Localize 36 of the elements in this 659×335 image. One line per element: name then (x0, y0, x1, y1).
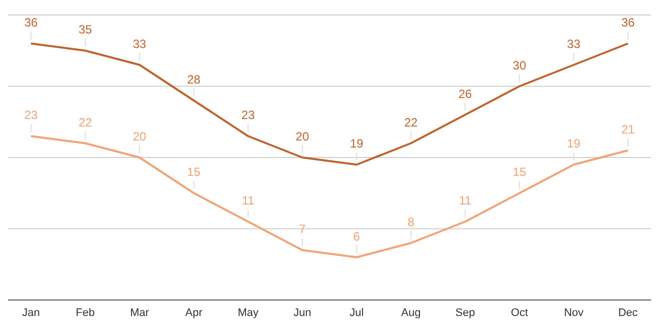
data-label: 19 (350, 136, 364, 151)
x-tick-label: Apr (185, 306, 203, 319)
data-label: 33 (132, 36, 147, 51)
x-tick-label: Dec (618, 306, 638, 319)
data-label: 23 (24, 108, 38, 122)
data-label: 22 (78, 115, 92, 130)
x-tick-label: Sep (455, 306, 475, 319)
data-label: 26 (458, 86, 472, 101)
data-label: 20 (132, 130, 147, 144)
x-tick-label: Feb (76, 306, 95, 319)
data-label: 22 (404, 115, 418, 130)
data-label: 33 (567, 36, 581, 51)
data-label: 11 (458, 194, 472, 208)
data-label: 36 (24, 16, 38, 30)
data-label: 21 (621, 122, 635, 136)
data-label: 35 (78, 22, 92, 37)
data-label: 15 (512, 165, 526, 180)
data-label: 23 (241, 108, 256, 122)
x-tick-label: Jun (293, 306, 312, 319)
data-label: 20 (296, 130, 310, 144)
data-label: 30 (512, 58, 526, 72)
data-label: 36 (621, 16, 635, 30)
data-label: 8 (408, 215, 415, 229)
x-tick-label: May (238, 306, 259, 319)
data-label: 19 (567, 136, 581, 151)
x-tick-label: Mar (130, 306, 150, 319)
data-label: 11 (242, 194, 255, 208)
data-label: 7 (299, 222, 306, 236)
data-label: 28 (187, 72, 201, 86)
data-label: 6 (353, 229, 360, 244)
x-tick-label: Jul (350, 306, 364, 319)
x-tick-label: Jan (22, 306, 40, 319)
x-tick-label: Aug (401, 306, 421, 319)
data-label: 15 (187, 165, 201, 180)
x-tick-label: Nov (564, 306, 584, 319)
x-tick-label: Oct (510, 306, 528, 319)
